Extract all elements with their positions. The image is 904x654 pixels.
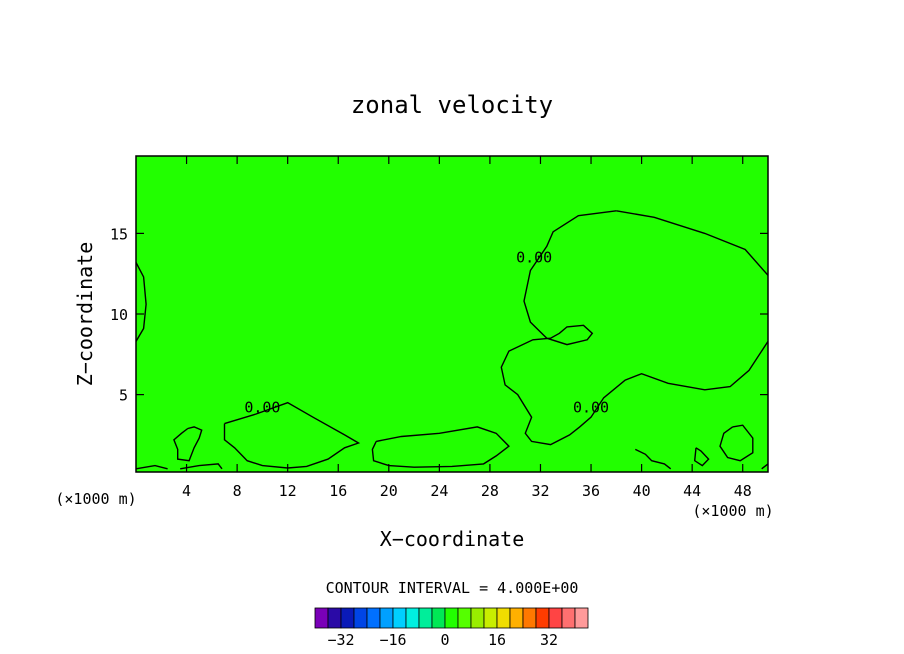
colorbar-swatch (366, 607, 381, 629)
x-tick-label: 28 (481, 482, 499, 500)
y-tick-label: 15 (110, 225, 128, 243)
zero-contour-line (135, 262, 147, 342)
x-tick-label: 36 (582, 482, 600, 500)
zero-contour-line (173, 426, 203, 462)
contour-label: 0.00 (573, 398, 609, 416)
colorbar-swatch (496, 607, 511, 629)
x-axis-ticks: 4 8 12 16 20 24 28 32 36 40 44 48 (182, 156, 752, 500)
x-tick-label: 16 (329, 482, 347, 500)
colorbar-swatch (379, 607, 394, 629)
zero-contour-line (634, 448, 672, 470)
zero-contour-line (616, 210, 769, 276)
x-tick-label: 48 (734, 482, 752, 500)
colorbar-swatch (444, 607, 459, 629)
colorbar-swatch (418, 607, 433, 629)
x-axis-label: X−coordinate (380, 527, 525, 551)
colorbar (314, 607, 589, 629)
colorbar-tick-label: 32 (540, 631, 558, 649)
x-unit-label-right: (×1000 m) (692, 502, 773, 520)
plot-area (136, 156, 768, 472)
contour-labels: 0.00 0.00 0.00 (244, 248, 609, 416)
colorbar-swatch (327, 607, 342, 629)
zero-contour-line (371, 426, 510, 468)
colorbar-swatch (561, 607, 576, 629)
contour-label: 0.00 (516, 248, 552, 266)
zero-contour-line (223, 401, 361, 469)
colorbar-tick-label: −16 (379, 631, 406, 649)
colorbar-tick-label: −32 (327, 631, 354, 649)
x-tick-label: 24 (430, 482, 448, 500)
x-tick-label: 44 (683, 482, 701, 500)
contour-interval-label: CONTOUR INTERVAL = 4.000E+00 (326, 579, 579, 597)
colorbar-swatch (509, 607, 524, 629)
colorbar-tick-labels: −32 −16 0 16 32 (327, 631, 558, 649)
colorbar-swatch (392, 607, 407, 629)
zero-contour-line (500, 210, 769, 446)
colorbar-swatch (535, 607, 550, 629)
y-axis-label: Z−coordinate (73, 242, 97, 387)
chart-title: zonal velocity (351, 91, 553, 119)
x-tick-label: 32 (531, 482, 549, 500)
x-tick-label: 12 (279, 482, 297, 500)
colorbar-swatch (353, 607, 368, 629)
colorbar-swatch (314, 607, 329, 629)
colorbar-swatch (483, 607, 498, 629)
x-tick-label: 4 (182, 482, 191, 500)
colorbar-tick-label: 16 (488, 631, 506, 649)
colorbar-swatch (457, 607, 472, 629)
x-tick-label: 40 (633, 482, 651, 500)
zero-contour-line (180, 463, 223, 470)
x-unit-label-left: (×1000 m) (55, 490, 136, 508)
colorbar-swatch (522, 607, 537, 629)
x-tick-label: 8 (233, 482, 242, 500)
colorbar-swatch (548, 607, 563, 629)
colorbar-tick-label: 0 (440, 631, 449, 649)
y-axis-ticks: 5 10 15 (110, 225, 768, 405)
zero-contour-line (693, 447, 710, 467)
zero-contour-lines (135, 210, 769, 470)
zero-contour-line (135, 464, 168, 470)
colorbar-swatch (470, 607, 485, 629)
y-tick-label: 10 (110, 306, 128, 324)
y-tick-label: 5 (119, 387, 128, 405)
zero-contour-line (761, 463, 769, 470)
x-tick-label: 20 (380, 482, 398, 500)
colorbar-swatch (340, 607, 355, 629)
contour-label: 0.00 (244, 398, 280, 416)
zero-contour-line (719, 424, 754, 462)
colorbar-swatch (574, 607, 589, 629)
colorbar-swatch (405, 607, 420, 629)
colorbar-swatch (431, 607, 446, 629)
